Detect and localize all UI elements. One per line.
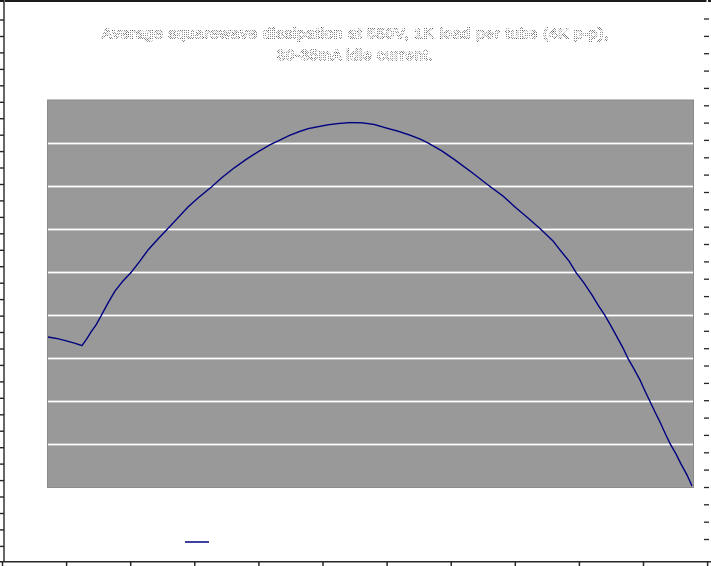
svg-text:Average squarewave dissipation: Average squarewave dissipation at 550V, … <box>102 26 609 43</box>
svg-text:Average squarewave dissipation: Average squarewave dissipation at 550V, … <box>102 26 609 43</box>
svg-text:30-35mA idle current.: 30-35mA idle current. <box>277 47 433 64</box>
svg-text:30-35mA idle current.: 30-35mA idle current. <box>277 47 433 64</box>
